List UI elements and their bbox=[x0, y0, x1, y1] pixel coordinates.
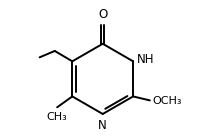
Text: OCH₃: OCH₃ bbox=[153, 96, 182, 106]
Text: N: N bbox=[98, 119, 107, 132]
Text: NH: NH bbox=[137, 53, 155, 66]
Text: CH₃: CH₃ bbox=[46, 112, 67, 122]
Text: O: O bbox=[98, 8, 107, 21]
